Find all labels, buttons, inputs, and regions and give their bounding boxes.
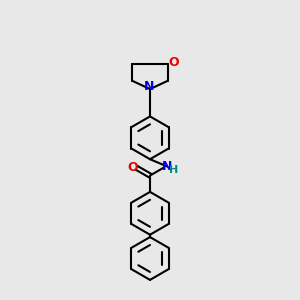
Text: O: O [169, 56, 179, 69]
Text: O: O [128, 161, 138, 174]
Text: N: N [162, 160, 173, 173]
Text: H: H [169, 165, 179, 175]
Text: N: N [144, 80, 154, 93]
